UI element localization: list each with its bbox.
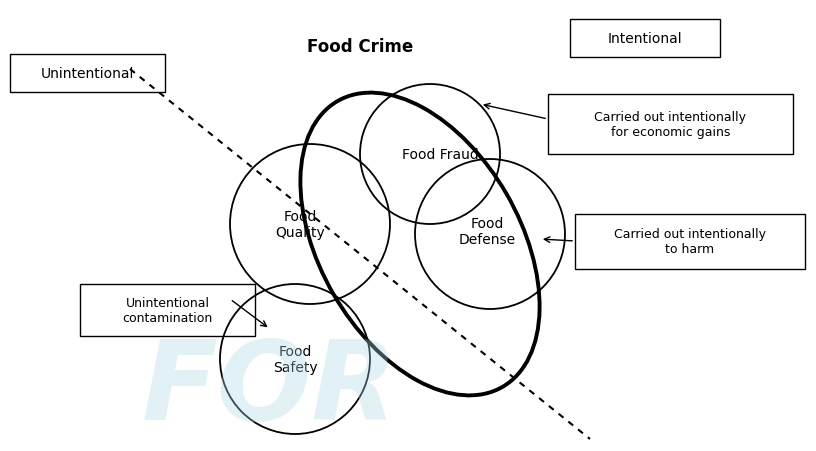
Text: Carried out intentionally
to harm: Carried out intentionally to harm	[614, 228, 766, 256]
Bar	[80, 285, 255, 336]
Text: Food
Safety: Food Safety	[273, 344, 317, 374]
Bar	[570, 20, 720, 58]
Text: Food
Quality: Food Quality	[275, 209, 325, 239]
Text: FOR: FOR	[142, 336, 398, 442]
Bar	[575, 215, 805, 269]
Text: Unintentional: Unintentional	[41, 67, 134, 81]
Text: Food
Defense: Food Defense	[459, 216, 516, 247]
Text: Food Crime: Food Crime	[307, 38, 413, 56]
Text: Intentional: Intentional	[608, 32, 682, 46]
Bar	[548, 95, 793, 155]
Text: Food Fraud: Food Fraud	[401, 147, 478, 161]
Bar	[10, 55, 165, 93]
Text: Carried out intentionally
for economic gains: Carried out intentionally for economic g…	[595, 111, 747, 139]
Text: Unintentional
contamination: Unintentional contamination	[122, 296, 213, 324]
